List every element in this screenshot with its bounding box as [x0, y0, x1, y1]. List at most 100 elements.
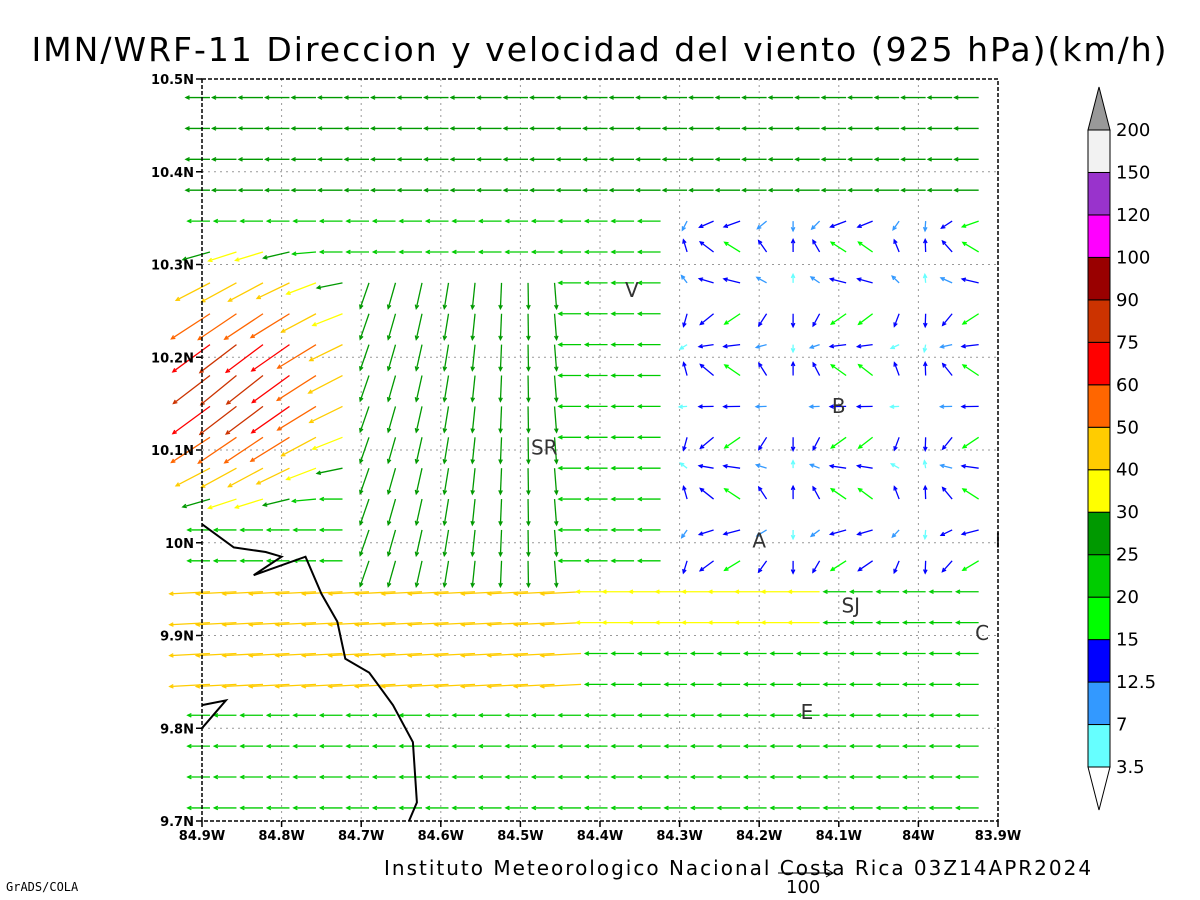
wind-arrow [961, 278, 979, 284]
wind-arrow [277, 405, 317, 431]
lon-tick-label: 84.4W [577, 829, 623, 844]
wind-arrow [276, 374, 317, 401]
wind-arrow [256, 282, 290, 300]
wind-arrow [355, 591, 396, 595]
wind-arrow [487, 683, 529, 688]
wind-arrow [222, 591, 264, 595]
wind-arrow [553, 468, 558, 495]
wind-arrow [302, 652, 343, 657]
wind-arrow [680, 275, 688, 284]
wind-arrow [891, 529, 900, 538]
wind-arrow [858, 436, 874, 449]
reference-vector-label: 100 [786, 877, 820, 898]
wind-arrow [275, 591, 317, 595]
wind-arrow [514, 621, 555, 626]
wind-arrow [359, 313, 370, 340]
wind-arrow [222, 683, 264, 688]
wind-arrow [434, 591, 476, 595]
wind-arrow [514, 591, 555, 595]
colorbar-swatch [1087, 596, 1111, 641]
wind-arrow [443, 437, 450, 464]
lon-tick-label: 84.6W [418, 829, 464, 844]
wind-arrow [499, 406, 503, 433]
wind-arrow [812, 436, 821, 451]
wind-arrow [387, 344, 397, 371]
wind-arrow [724, 313, 741, 325]
wind-arrow [682, 239, 688, 253]
wind-arrow [499, 313, 503, 340]
wind-arrow [169, 683, 210, 688]
wind-arrow [312, 313, 343, 327]
wind-arrow [962, 488, 980, 500]
wind-arrow [471, 406, 476, 433]
lat-tick-label: 9.7N [160, 815, 194, 830]
wind-arrow [499, 468, 503, 495]
wind-arrow [251, 405, 290, 434]
wind-arrow [226, 375, 264, 405]
wind-arrow [858, 241, 874, 253]
lon-tick-label: 84W [902, 829, 934, 844]
city-label: V [625, 278, 639, 302]
map-title: IMN/WRF-11 Direccion y velocidad del vie… [31, 30, 1169, 69]
wind-arrow [328, 621, 370, 626]
wind-arrow [682, 313, 688, 327]
wind-arrow [941, 220, 953, 229]
wind-arrow [328, 591, 370, 595]
lat-tick-label: 10.4N [151, 166, 194, 181]
wind-arrow [830, 488, 847, 500]
wind-arrow [387, 406, 397, 433]
colorbar-swatch [1087, 256, 1111, 301]
wind-arrow [724, 364, 741, 377]
wind-arrow [962, 241, 979, 253]
wind-arrow [355, 652, 396, 657]
wind-arrow [359, 498, 370, 525]
wind-arrow [171, 436, 211, 463]
wind-arrow [810, 344, 820, 349]
wind-arrow [224, 436, 264, 464]
wind-arrow [961, 529, 979, 535]
colorbar-label: 100 [1116, 247, 1150, 268]
wind-arrow [208, 251, 237, 262]
wind-arrow [471, 437, 476, 464]
lon-tick-label: 83.9W [975, 829, 1021, 844]
wind-arrow [281, 436, 317, 457]
colorbar-swatch [1087, 511, 1111, 556]
wind-arrow [201, 467, 237, 488]
lat-tick-label: 10N [165, 537, 194, 552]
wind-arrow [443, 375, 450, 402]
wind-arrow [381, 621, 423, 626]
colorbar-swatch [1087, 341, 1111, 386]
lon-tick-label: 84.1W [816, 829, 862, 844]
wind-arrow [387, 313, 397, 340]
wind-arrow [471, 313, 476, 340]
city-label: SR [531, 436, 558, 460]
wind-arrow [812, 560, 821, 573]
wind-arrow [443, 498, 450, 525]
wind-arrow [499, 344, 503, 371]
wind-arrow [893, 313, 900, 327]
wind-arrow [812, 239, 821, 253]
wind-arrow [471, 375, 476, 402]
wind-arrow [758, 560, 768, 573]
wind-arrow [292, 251, 317, 255]
wind-arrow [443, 344, 450, 371]
wind-arrow [359, 406, 370, 433]
wind-arrow [514, 683, 555, 688]
wind-arrow [962, 313, 980, 325]
wind-arrow [443, 468, 450, 495]
wind-arrow [699, 364, 715, 377]
wind-arrow [540, 591, 582, 595]
wind-arrow [553, 499, 558, 525]
wind-arrow [810, 276, 820, 284]
wind-arrow [857, 465, 873, 469]
wind-arrow [723, 278, 741, 284]
city-label: C [975, 621, 989, 645]
wind-arrow [757, 220, 768, 230]
wind-arrow [461, 591, 502, 595]
wind-arrow [198, 436, 237, 464]
wind-arrow [830, 220, 847, 228]
wind-arrow [196, 652, 237, 657]
wind-arrow [250, 436, 290, 462]
colorbar-swatch [1087, 299, 1111, 343]
